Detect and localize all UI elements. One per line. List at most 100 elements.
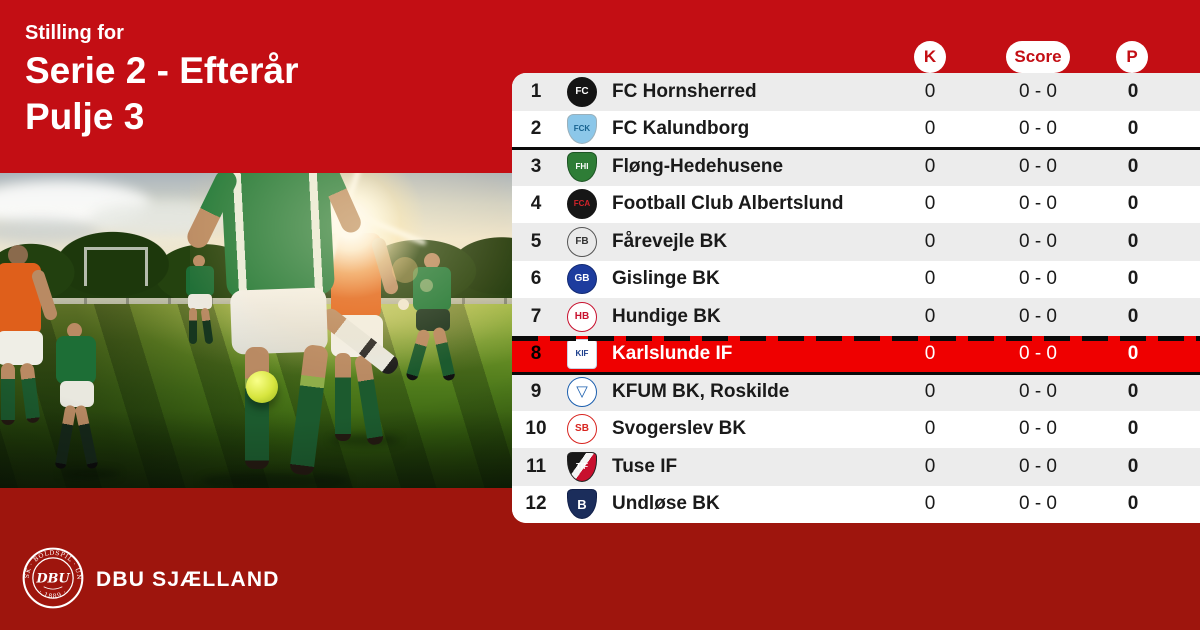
table-row: 4 FCA Football Club Albertslund 0 0 - 0 …	[512, 185, 1200, 223]
table-rows: 1 FC FC Hornsherred 0 0 - 0 0 2 FCK FC K…	[512, 73, 1200, 523]
goal-frame	[84, 247, 148, 286]
club-name: Gislinge BK	[612, 268, 720, 290]
score-value: 0 - 0	[1018, 418, 1058, 440]
matches-value: 0	[924, 305, 936, 327]
svg-text:· 1889 ·: · 1889 ·	[37, 589, 69, 601]
matches-value: 0	[924, 418, 936, 440]
matches-value: 0	[924, 493, 936, 515]
club-logo-cell: FC	[560, 76, 604, 107]
position-number: 11	[525, 455, 547, 477]
seal-center-text: DBU	[35, 572, 70, 587]
club-logo-cell: TIF	[560, 451, 604, 482]
club-name: Karlslunde IF	[612, 343, 733, 365]
score-value: 0 - 0	[1018, 155, 1058, 177]
table-row: 7 HB Hundige BK 0 0 - 0 0	[512, 298, 1200, 336]
table-row: 10 SB Svogerslev BK 0 0 - 0 0	[512, 410, 1200, 448]
table-row: 9 ▽ KFUM BK, Roskilde 0 0 - 0 0	[512, 373, 1200, 411]
club-name: Fløng-Hedehusene	[612, 155, 784, 177]
points-value: 0	[1127, 193, 1139, 215]
club-name: Fårevejle BK	[612, 230, 728, 252]
club-logo-cell: FCK	[560, 114, 604, 145]
score-value: 0 - 0	[1018, 118, 1058, 140]
matches-value: 0	[924, 155, 936, 177]
score-value: 0 - 0	[1018, 230, 1058, 252]
club-crest-icon: SB	[567, 414, 597, 445]
column-badge-points: P	[1116, 41, 1148, 73]
points-value: 0	[1127, 230, 1139, 252]
club-logo-cell: KIF	[560, 339, 604, 370]
player-shadow	[60, 469, 120, 479]
brand-name: DBU SJÆLLAND	[96, 568, 280, 591]
club-name: Hundige BK	[612, 305, 721, 327]
bib-player-left	[0, 245, 59, 425]
club-logo-cell: ▽	[560, 376, 604, 407]
club-logo-cell: B	[560, 489, 604, 520]
table-row: 12 B Undløse BK 0 0 - 0 0	[512, 485, 1200, 523]
club-name: FC Kalundborg	[612, 118, 750, 140]
matches-value: 0	[924, 80, 936, 102]
table-row: 3 FHI Fløng-Hedehusene 0 0 - 0 0	[512, 148, 1200, 186]
lens-flare	[420, 279, 433, 292]
table-row: 6 GB Gislinge BK 0 0 - 0 0	[512, 260, 1200, 298]
club-logo-cell: FB	[560, 226, 604, 257]
seal-year: · 1889 ·	[37, 589, 68, 601]
score-value: 0 - 0	[1018, 193, 1058, 215]
position-number: 6	[530, 268, 542, 290]
points-value: 0	[1127, 268, 1139, 290]
club-crest-icon: FCK	[567, 114, 597, 145]
points-value: 0	[1127, 305, 1139, 327]
club-logo-cell: HB	[560, 301, 604, 332]
club-name: Svogerslev BK	[612, 418, 747, 440]
club-name: Undløse BK	[612, 493, 720, 515]
player-shadow	[200, 473, 350, 488]
table-row: 5 FB Fårevejle BK 0 0 - 0 0	[512, 223, 1200, 261]
column-badge-matches: K	[914, 41, 946, 73]
club-crest-icon: B	[567, 489, 597, 520]
score-value: 0 - 0	[1018, 493, 1058, 515]
matches-value: 0	[924, 230, 936, 252]
position-number: 10	[525, 418, 547, 440]
position-number: 5	[530, 230, 542, 252]
position-number: 1	[530, 80, 542, 102]
points-value: 0	[1127, 118, 1139, 140]
running-player-lower-left	[48, 323, 106, 479]
table-row: 11 TIF Tuse IF 0 0 - 0 0	[512, 448, 1200, 486]
score-value: 0 - 0	[1018, 80, 1058, 102]
matches-value: 0	[924, 380, 936, 402]
club-crest-icon: KIF	[567, 339, 597, 370]
score-value: 0 - 0	[1018, 343, 1058, 365]
club-logo-cell: SB	[560, 414, 604, 445]
points-value: 0	[1127, 493, 1139, 515]
club-crest-icon: TIF	[567, 451, 597, 482]
position-number: 9	[530, 380, 542, 402]
table-row: 2 FCK FC Kalundborg 0 0 - 0 0	[512, 110, 1200, 148]
points-value: 0	[1127, 155, 1139, 177]
column-badge-score: Score	[1006, 41, 1070, 73]
hero-photo: 11	[0, 173, 512, 488]
club-crest-icon: FB	[567, 226, 597, 257]
position-number: 3	[530, 155, 542, 177]
matches-value: 0	[924, 193, 936, 215]
position-number: 12	[525, 493, 547, 515]
matches-value: 0	[924, 455, 936, 477]
club-crest-icon: FCA	[567, 189, 597, 220]
table-row: 8 KIF Karlslunde IF 0 0 - 0 0	[512, 335, 1200, 373]
score-value: 0 - 0	[1018, 305, 1058, 327]
dbu-seal-logo: DANSK · BOLDSPIL · UNION · 1889 · DBU	[22, 547, 84, 609]
matches-value: 0	[924, 118, 936, 140]
club-name: KFUM BK, Roskilde	[612, 380, 790, 402]
club-crest-icon: HB	[567, 301, 597, 332]
position-number: 7	[530, 305, 542, 327]
club-logo-cell: FHI	[560, 151, 604, 182]
score-value: 0 - 0	[1018, 455, 1058, 477]
distant-player	[178, 255, 222, 351]
position-number: 8	[530, 343, 542, 365]
points-value: 0	[1127, 343, 1139, 365]
matches-value: 0	[924, 268, 936, 290]
matches-value: 0	[924, 343, 936, 365]
club-crest-icon: ▽	[567, 376, 597, 407]
page-title-line1: Serie 2 - Efterår	[25, 50, 299, 91]
position-number: 4	[530, 193, 542, 215]
lens-flare	[392, 257, 418, 283]
main-player: 11	[183, 173, 402, 483]
